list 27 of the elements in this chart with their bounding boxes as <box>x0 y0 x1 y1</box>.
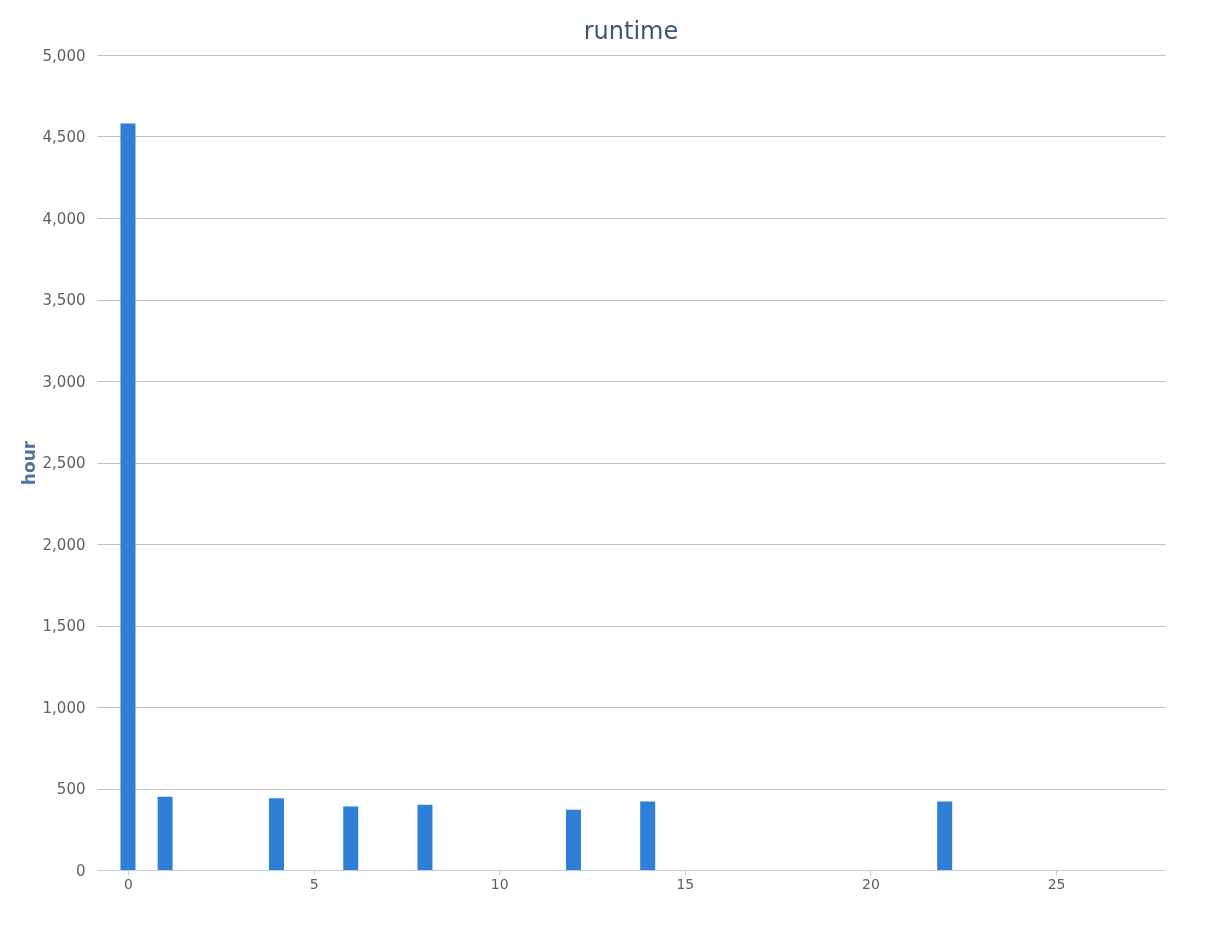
bar <box>565 809 581 870</box>
y-tick-label: 2,000 <box>42 535 86 554</box>
bar <box>417 804 433 870</box>
y-axis-title: hour <box>18 440 39 486</box>
y-tick-label: 4,500 <box>42 128 86 146</box>
chart-title: runtime <box>583 17 679 45</box>
y-tick-label: 500 <box>56 780 86 798</box>
y-tick-label: 3,000 <box>42 372 86 391</box>
x-tick-label: 15 <box>676 875 695 892</box>
x-tick-label: 25 <box>1047 875 1066 892</box>
y-tick-label: 5,000 <box>42 46 86 65</box>
y-tick-label: 1,500 <box>42 617 86 635</box>
bar <box>157 796 173 870</box>
bar <box>268 798 284 870</box>
y-tick-label: 0 <box>75 861 86 880</box>
y-tick-label: 1,000 <box>42 698 86 717</box>
bar <box>120 123 136 870</box>
x-tick-label: 0 <box>124 875 133 892</box>
bar <box>343 806 359 870</box>
y-tick-label: 4,000 <box>42 209 86 228</box>
x-tick-label: 20 <box>862 875 880 892</box>
x-tick-label: 10 <box>490 875 509 892</box>
bar <box>640 801 656 870</box>
x-tick-label: 5 <box>309 875 319 892</box>
bar <box>937 801 953 870</box>
y-tick-label: 2,500 <box>42 454 86 472</box>
y-tick-label: 3,500 <box>42 291 86 309</box>
